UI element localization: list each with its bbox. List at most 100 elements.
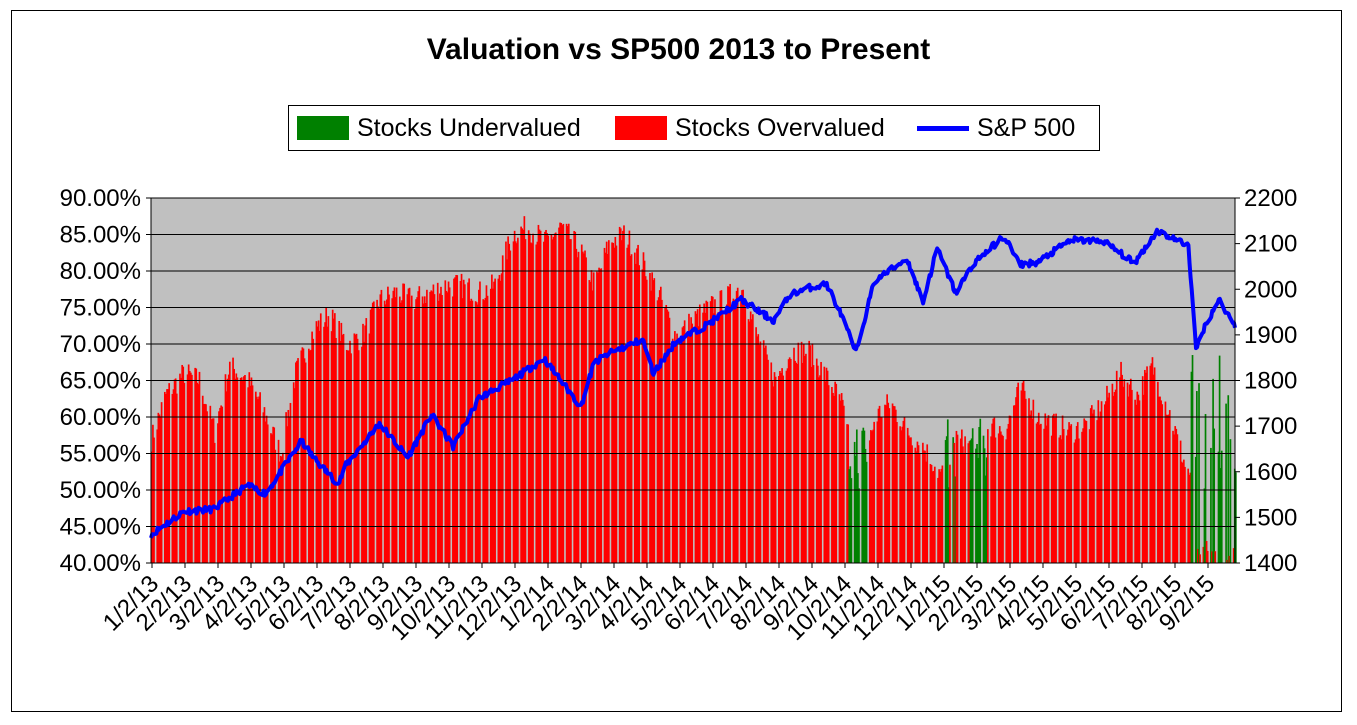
overvalued-bar bbox=[482, 299, 485, 563]
overvalued-bar bbox=[460, 273, 463, 563]
overvalued-bar bbox=[805, 353, 807, 563]
overvalued-bar bbox=[272, 426, 274, 563]
overvalued-bar bbox=[205, 404, 207, 563]
overvalued-bar bbox=[607, 240, 610, 563]
overvalued-bar bbox=[1083, 418, 1086, 563]
overvalued-bar bbox=[317, 320, 320, 563]
overvalued-bar bbox=[522, 229, 525, 563]
overvalued-bar bbox=[756, 336, 759, 563]
overvalued-bar bbox=[426, 289, 428, 563]
overvalued-bar bbox=[831, 387, 833, 563]
overvalued-bar bbox=[175, 393, 178, 563]
overvalued-bar bbox=[732, 298, 735, 563]
overvalued-bar bbox=[160, 402, 163, 563]
overvalued-bar bbox=[171, 393, 174, 563]
overvalued-bar bbox=[819, 375, 821, 563]
overvalued-bar bbox=[767, 359, 769, 563]
overvalued-bar bbox=[213, 442, 216, 563]
overvalued-bar bbox=[1131, 389, 1133, 563]
overvalued-bar bbox=[949, 464, 951, 563]
overvalued-bar bbox=[1009, 415, 1012, 563]
overvalued-bar bbox=[274, 449, 277, 563]
undervalued-bar bbox=[1220, 450, 1223, 563]
undervalued-bar bbox=[978, 427, 981, 563]
overvalued-bar bbox=[1120, 361, 1122, 563]
overvalued-bar bbox=[955, 430, 958, 563]
undervalued-bar bbox=[1227, 395, 1230, 563]
overvalued-bar bbox=[297, 358, 299, 563]
overvalued-bar bbox=[174, 378, 177, 563]
left-tick-label: 50.00% bbox=[60, 477, 141, 504]
overvalued-bar bbox=[546, 233, 548, 563]
overvalued-bar bbox=[1112, 395, 1115, 563]
overvalued-bar bbox=[637, 244, 639, 563]
overvalued-bar bbox=[1021, 382, 1024, 563]
overvalued-bar bbox=[1099, 411, 1102, 563]
overvalued-bar bbox=[324, 322, 326, 563]
overvalued-bar bbox=[1153, 367, 1156, 563]
overvalued-bar bbox=[330, 331, 333, 563]
overvalued-bar bbox=[1005, 439, 1008, 563]
overvalued-bar bbox=[316, 326, 319, 563]
overvalued-bar bbox=[1092, 413, 1094, 563]
overvalued-bar bbox=[1158, 396, 1160, 563]
overvalued-bar bbox=[696, 309, 699, 563]
overvalued-bar bbox=[597, 272, 599, 563]
overvalued-bar bbox=[826, 370, 829, 563]
overvalued-bar bbox=[671, 338, 674, 563]
right-tick-label: 1900 bbox=[1244, 322, 1297, 349]
overvalued-bar bbox=[376, 299, 378, 563]
overvalued-bar bbox=[657, 297, 660, 563]
overvalued-bar bbox=[241, 380, 244, 563]
overvalued-bar bbox=[486, 295, 489, 563]
overvalued-bar bbox=[923, 450, 925, 563]
overvalued-bar bbox=[204, 403, 206, 563]
overvalued-bar bbox=[240, 377, 243, 563]
overvalued-bar bbox=[353, 333, 356, 563]
overvalued-bar bbox=[835, 383, 838, 563]
overvalued-bar bbox=[552, 236, 555, 563]
overvalued-bar bbox=[1070, 424, 1073, 563]
overvalued-bar bbox=[1172, 430, 1174, 563]
overvalued-bar bbox=[674, 331, 676, 563]
overvalued-bar bbox=[933, 466, 936, 563]
overvalued-bar bbox=[492, 288, 494, 563]
overvalued-bar bbox=[733, 299, 736, 563]
overvalued-bar bbox=[459, 280, 462, 563]
overvalued-bar bbox=[1232, 548, 1235, 563]
overvalued-bar bbox=[570, 239, 572, 563]
overvalued-bar bbox=[832, 392, 834, 563]
overvalued-bar bbox=[1060, 439, 1063, 563]
overvalued-bar bbox=[726, 304, 728, 563]
overvalued-bar bbox=[188, 370, 191, 563]
undervalued-bar bbox=[855, 429, 858, 563]
overvalued-bar bbox=[719, 290, 722, 563]
overvalued-bar bbox=[878, 405, 881, 563]
overvalued-bar bbox=[325, 307, 328, 563]
overvalued-bar bbox=[453, 278, 455, 563]
overvalued-bar bbox=[577, 251, 580, 563]
overvalued-bar bbox=[1032, 399, 1035, 563]
overvalued-bar bbox=[239, 377, 242, 563]
overvalued-bar bbox=[1001, 434, 1003, 563]
overvalued-bar bbox=[827, 385, 830, 563]
overvalued-bar bbox=[167, 389, 169, 563]
overvalued-bar bbox=[839, 400, 842, 563]
overvalued-bar bbox=[804, 355, 806, 563]
overvalued-bar bbox=[206, 411, 208, 563]
undervalued-bar bbox=[971, 428, 974, 563]
overvalued-bar bbox=[520, 226, 522, 563]
overvalued-bar bbox=[614, 236, 617, 564]
overvalued-bar bbox=[562, 223, 565, 563]
overvalued-bar bbox=[636, 248, 638, 563]
overvalued-bar bbox=[788, 357, 791, 563]
overvalued-bar bbox=[455, 274, 457, 563]
overvalued-bar bbox=[1164, 401, 1167, 563]
overvalued-bar bbox=[925, 461, 927, 563]
overvalued-bar bbox=[1077, 438, 1080, 563]
overvalued-bar bbox=[630, 254, 633, 563]
overvalued-bar bbox=[560, 222, 563, 564]
overvalued-bar bbox=[683, 320, 686, 563]
overvalued-bar bbox=[318, 330, 321, 563]
overvalued-bar bbox=[339, 341, 342, 563]
